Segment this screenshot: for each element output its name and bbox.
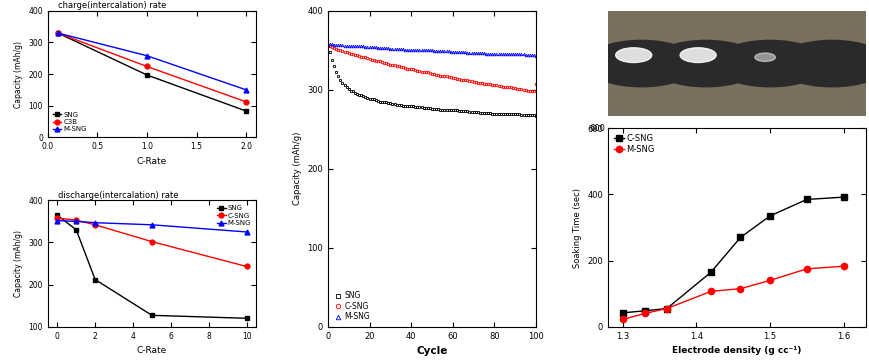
M-SNG [478, 50, 488, 55]
C-SNG [241, 264, 251, 269]
SNG [418, 106, 428, 110]
Line: SNG: SNG [326, 44, 537, 117]
Line: M-SNG: M-SNG [56, 30, 249, 92]
C-SNG [705, 270, 715, 274]
X-axis label: Cycle: Cycle [415, 346, 448, 356]
Line: SNG: SNG [56, 30, 249, 113]
Circle shape [615, 48, 651, 62]
Circle shape [584, 40, 697, 87]
Text: discharge(intercalation) rate: discharge(intercalation) rate [58, 191, 178, 200]
M-SNG [322, 42, 333, 46]
Y-axis label: Capacity (mAh/g): Capacity (mAh/g) [14, 230, 23, 297]
SNG [375, 99, 385, 104]
M-SNG [147, 223, 157, 227]
M-SNG [52, 31, 63, 35]
M-SNG [800, 267, 811, 271]
M-SNG [617, 317, 627, 322]
X-axis label: Electrode density (g cc⁻¹): Electrode density (g cc⁻¹) [672, 346, 800, 355]
M-SNG [447, 50, 457, 54]
SNG [147, 313, 157, 318]
SNG [71, 228, 82, 232]
Line: C3B: C3B [56, 30, 249, 104]
Line: M-SNG: M-SNG [55, 218, 249, 234]
SNG [142, 73, 152, 77]
C-SNG [375, 59, 385, 64]
C-SNG [147, 240, 157, 244]
M-SNG [241, 230, 251, 234]
SNG [52, 31, 63, 35]
C-SNG [90, 223, 100, 227]
C3B [52, 31, 63, 35]
X-axis label: C-Rate: C-Rate [136, 156, 167, 166]
M-SNG [764, 278, 774, 283]
Line: M-SNG: M-SNG [619, 263, 846, 323]
SNG [241, 316, 251, 321]
C-SNG [800, 197, 811, 201]
M-SNG [660, 306, 671, 311]
SNG [337, 81, 348, 85]
SNG [478, 111, 488, 115]
C-SNG [528, 89, 539, 94]
M-SNG [241, 87, 251, 92]
M-SNG [734, 286, 745, 291]
C-SNG [447, 76, 457, 80]
SNG [468, 110, 478, 114]
SNG [322, 44, 333, 48]
Text: 600: 600 [588, 124, 605, 133]
C-SNG [468, 80, 478, 84]
Line: C-SNG: C-SNG [326, 44, 537, 93]
C-SNG [418, 69, 428, 74]
Circle shape [680, 48, 715, 62]
SNG [447, 108, 457, 113]
C-SNG [838, 195, 848, 199]
C3B [142, 64, 152, 69]
C-SNG [337, 49, 348, 53]
C-SNG [660, 306, 671, 311]
M-SNG [838, 264, 848, 268]
C-SNG [322, 44, 333, 48]
C-SNG [52, 216, 63, 220]
C-SNG [530, 82, 541, 86]
SNG [52, 213, 63, 217]
C-SNG [71, 218, 82, 223]
Circle shape [754, 53, 774, 61]
X-axis label: C-Rate: C-Rate [136, 346, 167, 355]
Circle shape [774, 40, 869, 87]
Y-axis label: Capacity (mAh/g): Capacity (mAh/g) [292, 132, 302, 205]
Line: C-SNG: C-SNG [619, 194, 846, 316]
SNG [530, 114, 541, 118]
C3B [241, 100, 251, 104]
Circle shape [713, 40, 826, 87]
SNG [241, 109, 251, 113]
C-SNG [478, 81, 488, 86]
SNG [90, 277, 100, 282]
M-SNG [530, 54, 541, 58]
Y-axis label: Capacity (mAh/g): Capacity (mAh/g) [14, 41, 23, 107]
C-SNG [639, 309, 649, 313]
C-SNG [617, 311, 627, 315]
M-SNG [639, 311, 649, 316]
Text: charge(intercalation) rate: charge(intercalation) rate [58, 1, 167, 10]
Legend: C-SNG, M-SNG: C-SNG, M-SNG [612, 132, 655, 156]
M-SNG [468, 50, 478, 55]
M-SNG [90, 220, 100, 225]
M-SNG [705, 289, 715, 294]
M-SNG [71, 219, 82, 224]
M-SNG [52, 219, 63, 223]
Line: M-SNG: M-SNG [326, 43, 537, 57]
Y-axis label: Soaking Time (sec): Soaking Time (sec) [572, 188, 581, 268]
C-SNG [764, 214, 774, 218]
M-SNG [418, 48, 428, 53]
Legend: SNG, C3B, M-SNG: SNG, C3B, M-SNG [51, 110, 88, 134]
Circle shape [648, 40, 762, 87]
M-SNG [375, 46, 385, 50]
Line: C-SNG: C-SNG [55, 216, 249, 269]
C-SNG [734, 235, 745, 240]
Legend: SNG, C-SNG, M-SNG: SNG, C-SNG, M-SNG [331, 290, 372, 323]
M-SNG [337, 43, 348, 47]
M-SNG [142, 54, 152, 58]
Legend: SNG, C-SNG, M-SNG: SNG, C-SNG, M-SNG [216, 204, 252, 227]
Line: SNG: SNG [55, 213, 249, 321]
